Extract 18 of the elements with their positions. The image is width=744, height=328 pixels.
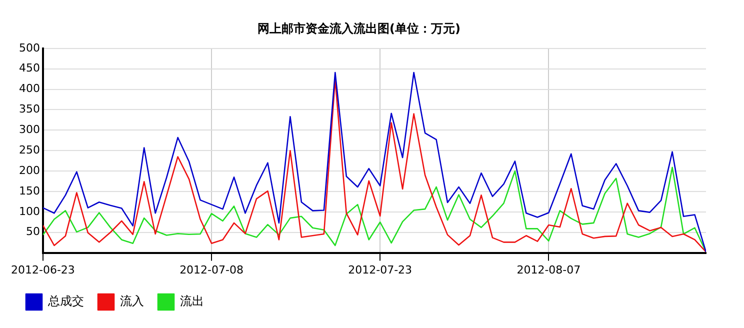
y-tick-label: 250 (18, 143, 40, 156)
legend-label: 流出 (180, 294, 204, 308)
y-tick-label: 500 (18, 41, 40, 54)
y-tick-label: 100 (18, 204, 40, 218)
y-tick-label: 200 (18, 164, 40, 177)
x-tick-label: 2012-06-23 (10, 263, 75, 276)
x-tick-label: 2012-08-07 (516, 263, 581, 276)
legend-label: 流入 (120, 294, 144, 308)
y-tick-label: 150 (18, 184, 40, 198)
y-tick-label: 50 (26, 225, 40, 238)
y-tick-label: 300 (18, 123, 40, 136)
y-tick-label: 450 (18, 62, 40, 75)
y-tick-label: 400 (18, 82, 40, 96)
y-tick-label: 350 (18, 102, 40, 116)
x-tick-label: 2012-07-23 (348, 263, 412, 276)
x-tick-label: 2012-07-08 (180, 263, 244, 276)
chart-title: 网上邮市资金流入流出图(单位：万元) (258, 21, 460, 36)
legend-label: 总成交 (47, 294, 84, 308)
